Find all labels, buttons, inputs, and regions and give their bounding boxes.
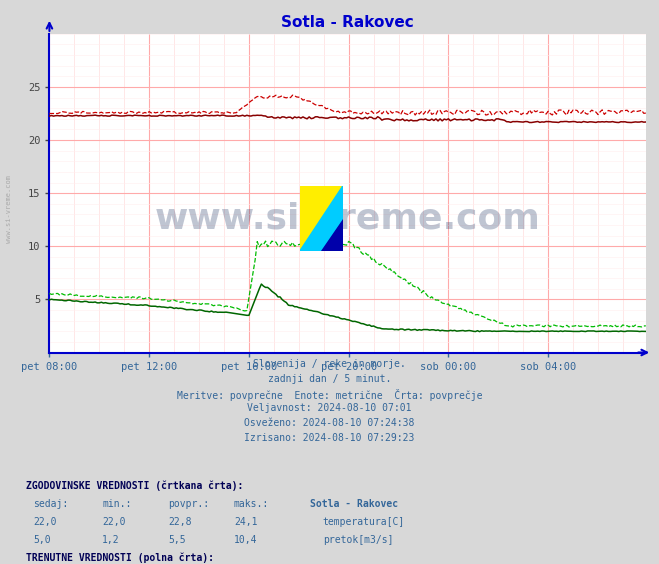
- Text: 24,1: 24,1: [234, 517, 258, 527]
- Text: povpr.:: povpr.:: [168, 499, 209, 509]
- Text: 10,4: 10,4: [234, 535, 258, 545]
- Text: zadnji dan / 5 minut.: zadnji dan / 5 minut.: [268, 374, 391, 384]
- Text: Izrisano: 2024-08-10 07:29:23: Izrisano: 2024-08-10 07:29:23: [244, 433, 415, 443]
- Text: maks.:: maks.:: [234, 499, 269, 509]
- Text: 5,5: 5,5: [168, 535, 186, 545]
- Text: TRENUTNE VREDNOSTI (polna črta):: TRENUTNE VREDNOSTI (polna črta):: [26, 553, 214, 563]
- Text: 22,0: 22,0: [33, 517, 57, 527]
- Title: Sotla - Rakovec: Sotla - Rakovec: [281, 15, 414, 30]
- Text: temperatura[C]: temperatura[C]: [323, 517, 405, 527]
- Text: min.:: min.:: [102, 499, 132, 509]
- Text: 22,0: 22,0: [102, 517, 126, 527]
- Text: www.si-vreme.com: www.si-vreme.com: [5, 175, 12, 243]
- Text: Meritve: povprečne  Enote: metrične  Črta: povprečje: Meritve: povprečne Enote: metrične Črta:…: [177, 389, 482, 400]
- Text: Veljavnost: 2024-08-10 07:01: Veljavnost: 2024-08-10 07:01: [247, 403, 412, 413]
- Text: 5,0: 5,0: [33, 535, 51, 545]
- Text: Sotla - Rakovec: Sotla - Rakovec: [310, 499, 398, 509]
- Text: ZGODOVINSKE VREDNOSTI (črtkana črta):: ZGODOVINSKE VREDNOSTI (črtkana črta):: [26, 481, 244, 491]
- Text: www.si-vreme.com: www.si-vreme.com: [155, 202, 540, 236]
- Text: 22,8: 22,8: [168, 517, 192, 527]
- Text: sedaj:: sedaj:: [33, 499, 68, 509]
- Text: 1,2: 1,2: [102, 535, 120, 545]
- Text: pretok[m3/s]: pretok[m3/s]: [323, 535, 393, 545]
- Text: Slovenija / reke in morje.: Slovenija / reke in morje.: [253, 359, 406, 369]
- Polygon shape: [322, 218, 343, 251]
- Polygon shape: [300, 186, 343, 251]
- Text: Osveženo: 2024-08-10 07:24:38: Osveženo: 2024-08-10 07:24:38: [244, 418, 415, 428]
- Polygon shape: [300, 186, 343, 251]
